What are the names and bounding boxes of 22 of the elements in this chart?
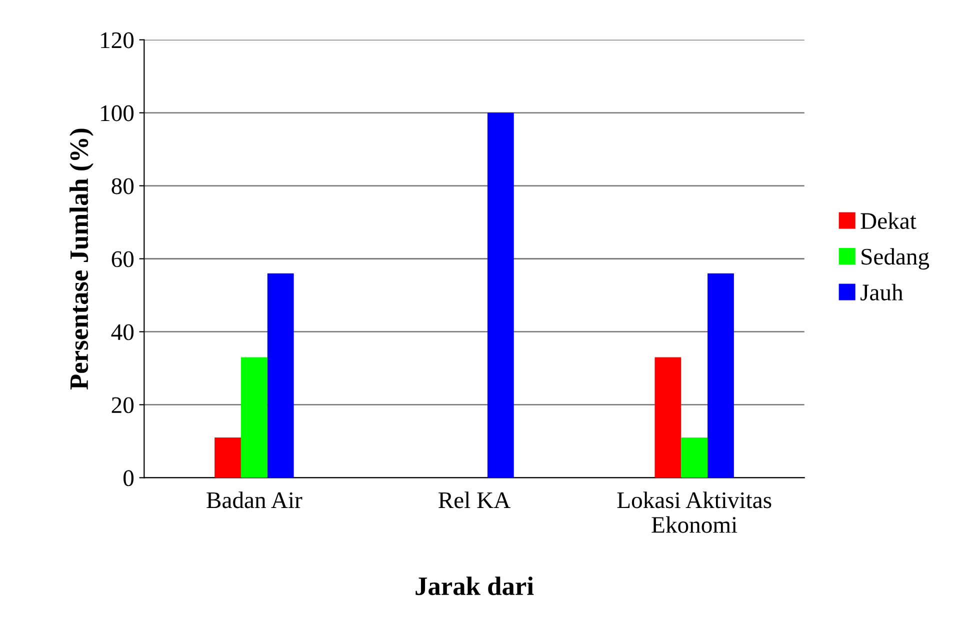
x-tick-label: Lokasi Aktivitas Ekonomi (617, 492, 772, 533)
bar (681, 438, 708, 478)
legend-label: Jauh (860, 284, 904, 300)
legend-label: Dekat (860, 212, 916, 229)
legend-label: Sedang (862, 248, 930, 270)
y-tick-label: 20 (112, 397, 134, 414)
y-axis-title: Persentase Jumlah (%) (70, 128, 94, 390)
x-tick-label: Badan Air (206, 492, 302, 508)
y-tick-label: 60 (112, 251, 134, 268)
bar (487, 112, 514, 478)
x-axis-title: Jarak dari (416, 576, 534, 596)
bar (708, 273, 734, 478)
bar (214, 438, 241, 478)
y-tick-label: 80 (112, 178, 134, 194)
y-tick-label: 40 (111, 324, 134, 340)
bar (654, 357, 682, 478)
y-tick-label: 100 (101, 105, 134, 122)
bar (240, 357, 268, 478)
y-tick-label: 0 (124, 470, 134, 486)
x-tick-label: Rel KA (438, 492, 510, 508)
bar (267, 273, 294, 478)
y-tick-label: 120 (101, 32, 134, 48)
